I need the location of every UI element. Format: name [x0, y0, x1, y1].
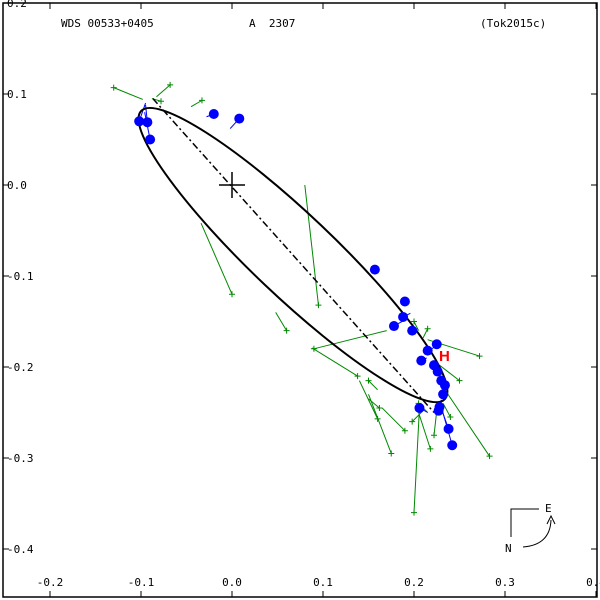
line-of-apsides: [152, 98, 435, 414]
interferometric-point: [398, 311, 409, 322]
interferometric-point: [142, 117, 153, 128]
interferometric-dots: [134, 109, 458, 451]
y-tick-label: 0.1: [7, 88, 27, 101]
interferometric-point: [399, 296, 410, 307]
reference-label: (Tok2015c): [480, 17, 547, 30]
x-tick-label: 0.3: [495, 576, 515, 589]
interferometric-point: [431, 339, 442, 350]
interferometric-point: [443, 423, 454, 434]
micrometer-point: [431, 432, 438, 439]
interferometric-point: [234, 113, 245, 124]
micrometer-residual-line: [418, 412, 431, 450]
x-tick-label: 0.1: [313, 576, 333, 589]
x-tick-label: -0.2: [37, 576, 64, 589]
micrometer-point: [198, 97, 205, 104]
micrometer-point: [388, 450, 395, 457]
micrometer-point: [427, 445, 434, 452]
micrometer-residual-line: [275, 312, 288, 331]
micrometer-residual-line: [311, 347, 358, 377]
compass-east-label: E: [545, 502, 552, 515]
micrometer-residual-line: [313, 330, 387, 350]
micrometer-point: [424, 325, 431, 332]
micrometer-point: [486, 453, 493, 460]
micrometer-point: [456, 377, 463, 384]
micrometer-residual-line: [368, 394, 392, 454]
primary-star-cross: [219, 172, 245, 198]
interferometric-point: [407, 325, 418, 336]
interferometric-point: [432, 366, 443, 377]
micrometer-point: [354, 373, 361, 380]
micrometer-point: [401, 427, 408, 434]
interferometric-point: [388, 321, 399, 332]
y-tick-label: -0.2: [7, 361, 34, 374]
micrometer-residual-line: [368, 380, 378, 391]
y-tick-label: 0.0: [7, 179, 27, 192]
micrometer-point: [365, 377, 372, 384]
interferometric-point: [433, 405, 444, 416]
star-id-label: WDS 00533+0405: [61, 17, 154, 30]
y-tick-label: 0.2: [7, 0, 27, 10]
y-tick-label: -0.4: [7, 543, 34, 556]
micrometer-residual-line: [413, 321, 419, 331]
interferometric-point: [422, 345, 433, 356]
interferometric-residuals: [138, 102, 453, 446]
y-tick-label: -0.1: [7, 270, 34, 283]
compass-icon: E N: [505, 502, 556, 555]
micrometer-point: [376, 404, 383, 411]
micrometer-residual-line: [190, 99, 203, 108]
y-tick-label: -0.3: [7, 452, 34, 465]
micrometer-residual-line: [446, 392, 490, 457]
discoverer-label: A 2307: [249, 17, 296, 30]
micrometer-point: [283, 327, 290, 334]
micrometer-point: [158, 98, 165, 105]
micrometer-point: [229, 291, 235, 298]
micrometer-residual-line: [358, 380, 379, 420]
micrometer-point: [409, 418, 416, 425]
interferometric-point: [145, 134, 156, 145]
micrometer-residual-line: [113, 87, 144, 100]
micrometer-residual-line: [368, 398, 380, 409]
x-tick-label: 0.2: [404, 576, 424, 589]
micrometer-point: [315, 302, 322, 309]
x-tick-label: 0.0: [222, 576, 242, 589]
marker-h-label: H: [439, 348, 450, 365]
axis-ticks: -0.2 -0.1 0.0 0.1 0.2 0.3 0.4 0.2 0.1 0.0 -0.1 -0.2…: [3, 0, 600, 597]
micrometer-residuals: [110, 81, 493, 516]
micrometer-residual-line: [381, 407, 406, 432]
micrometer-point: [411, 509, 417, 516]
micrometer-residual-line: [304, 184, 319, 306]
orbit-ellipse: [137, 106, 449, 404]
interferometric-point: [208, 109, 219, 120]
micrometer-point: [447, 414, 454, 421]
interferometric-point: [438, 389, 449, 400]
x-tick-label: -0.1: [128, 576, 155, 589]
interferometric-point: [439, 380, 450, 391]
micrometer-residual-line: [422, 328, 429, 339]
primary-star-marker: [219, 172, 245, 198]
micrometer-residual-line: [156, 84, 171, 98]
micrometer-point: [411, 318, 417, 325]
compass-north-label: N: [505, 542, 512, 555]
interferometric-point: [414, 402, 425, 413]
x-tick-label: 0.4: [586, 576, 600, 589]
micrometer-residual-line: [439, 364, 460, 382]
interferometric-point: [134, 116, 145, 127]
interferometric-point: [416, 355, 427, 366]
interferometric-point: [447, 440, 458, 451]
micrometer-residual-line: [413, 407, 420, 513]
micrometer-residual-line: [200, 223, 233, 295]
interferometric-point: [369, 264, 380, 275]
micrometer-residual-line: [442, 403, 451, 418]
micrometer-point: [476, 353, 483, 360]
micrometer-point: [110, 84, 117, 91]
micrometer-point: [167, 81, 174, 88]
